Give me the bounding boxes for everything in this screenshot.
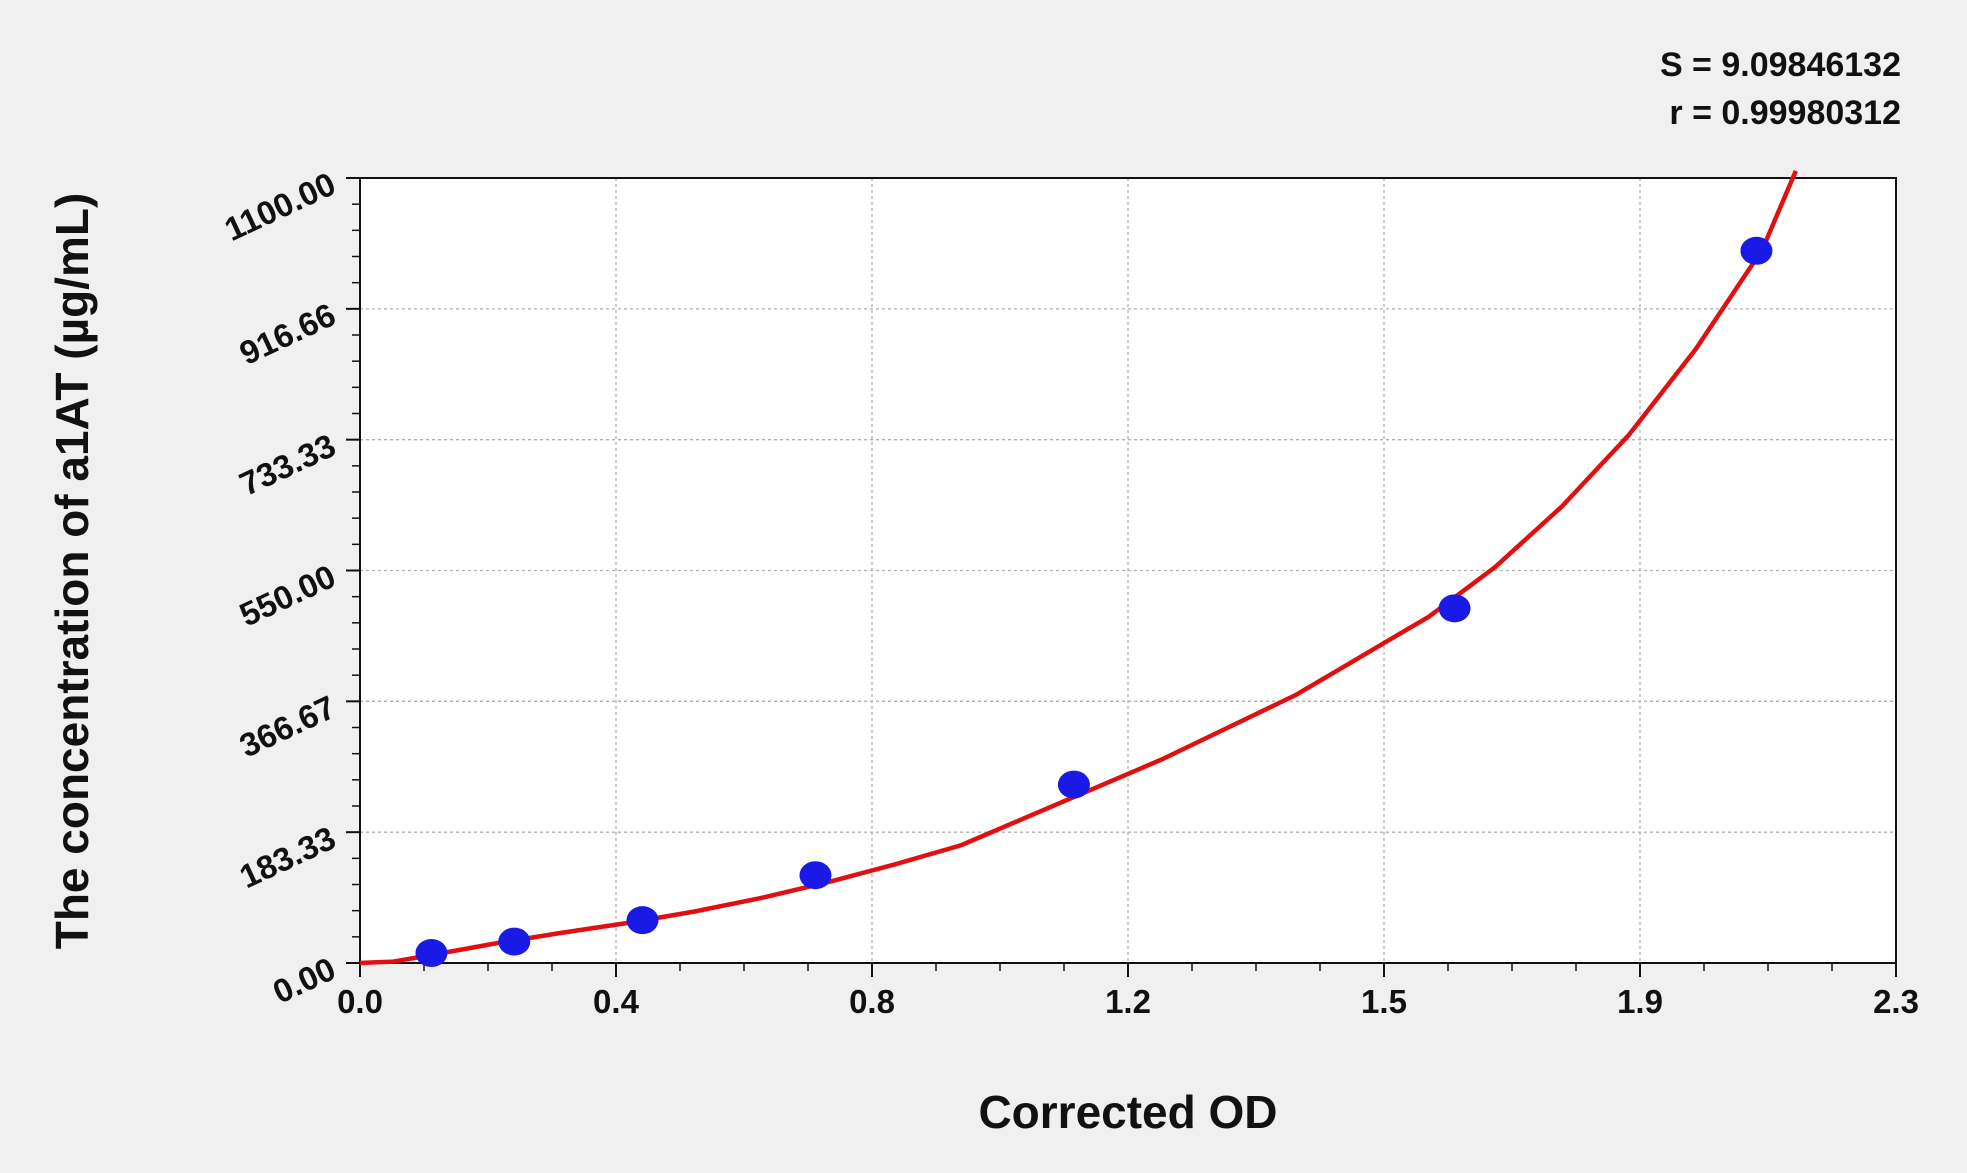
x-tick-label: 1.2 <box>1105 983 1151 1020</box>
data-point <box>1057 770 1090 799</box>
plot-frame <box>359 177 1897 964</box>
x-axis-label: Corrected OD <box>978 1086 1277 1138</box>
x-tick-label: 1.5 <box>1361 983 1407 1020</box>
fit-curve <box>359 169 1798 966</box>
x-tick-label: 0.4 <box>593 983 640 1020</box>
y-axis-label: The concentration of a1AT (µg/mL) <box>46 193 98 950</box>
x-tick-label: 0.0 <box>337 983 383 1020</box>
data-point <box>498 927 531 956</box>
data-point <box>799 861 832 890</box>
x-tick-label: 0.8 <box>849 983 895 1020</box>
data-point <box>1438 594 1471 623</box>
x-tick-label: 1.9 <box>1617 983 1663 1020</box>
x-tick-label: 2.3 <box>1873 983 1919 1020</box>
data-point <box>415 939 448 968</box>
data-point <box>626 906 659 935</box>
annotation: r = 0.99980312 <box>1669 94 1901 132</box>
annotation: S = 9.09846132 <box>1660 46 1901 84</box>
data-point <box>1740 236 1773 265</box>
